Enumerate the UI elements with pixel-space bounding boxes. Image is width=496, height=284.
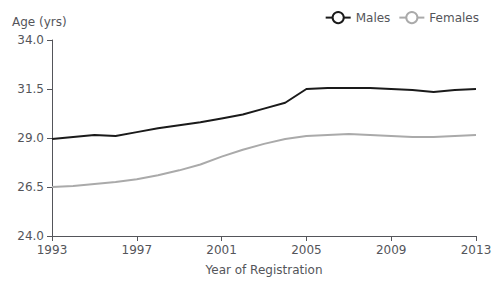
svg-text:34.0: 34.0	[17, 33, 44, 47]
svg-text:2009: 2009	[376, 243, 407, 257]
svg-text:Males: Males	[356, 11, 391, 25]
svg-text:29.0: 29.0	[17, 131, 44, 145]
svg-text:Age (yrs): Age (yrs)	[12, 15, 67, 29]
svg-text:Females: Females	[429, 11, 479, 25]
svg-text:2013: 2013	[461, 243, 492, 257]
svg-text:Year of Registration: Year of Registration	[205, 263, 323, 277]
svg-text:31.5: 31.5	[17, 82, 44, 96]
svg-text:2001: 2001	[206, 243, 237, 257]
svg-text:24.0: 24.0	[17, 229, 44, 243]
svg-text:1997: 1997	[122, 243, 153, 257]
svg-text:26.5: 26.5	[17, 180, 44, 194]
svg-text:2005: 2005	[291, 243, 322, 257]
svg-text:1993: 1993	[37, 243, 68, 257]
